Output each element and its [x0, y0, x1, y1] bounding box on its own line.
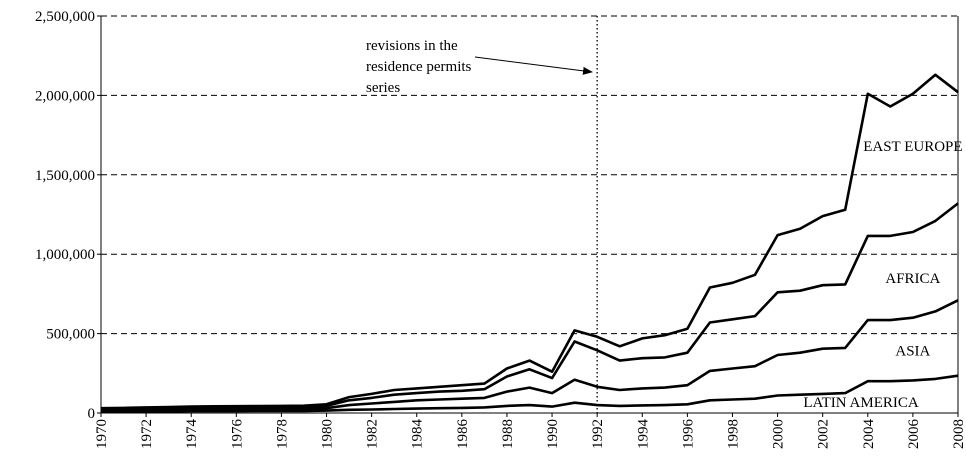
- y-tick-label: 2,500,000: [35, 9, 95, 25]
- annotation-line: series: [366, 80, 400, 96]
- y-tick-label: 1,000,000: [35, 247, 95, 263]
- series-label: AFRICA: [885, 271, 940, 287]
- x-tick-label: 1972: [139, 419, 155, 449]
- x-tick-label: 1970: [94, 419, 110, 449]
- x-tick-label: 1992: [590, 419, 606, 449]
- x-tick-label: 1990: [545, 419, 561, 449]
- x-tick-label: 1996: [680, 419, 696, 450]
- series-line: [101, 374, 959, 413]
- annotation-arrow: [474, 56, 593, 75]
- y-tick-label: 1,500,000: [35, 168, 95, 184]
- x-tick-label: 1998: [725, 419, 741, 449]
- x-tick-label: 1994: [635, 419, 651, 450]
- series-label: EAST EUROPE: [863, 139, 962, 155]
- x-tick-label: 2000: [771, 419, 787, 449]
- x-tick-label: 1984: [410, 419, 426, 450]
- x-tick-label: 1980: [320, 419, 336, 449]
- annotation-line: residence permits: [366, 59, 472, 75]
- annotation-line: revisions in the: [366, 38, 458, 54]
- series-label: ASIA: [895, 344, 930, 360]
- y-tick-label: 500,000: [46, 327, 95, 343]
- x-tick-label: 2004: [861, 419, 877, 450]
- x-tick-label: 2006: [906, 419, 922, 450]
- x-tick-label: 1988: [500, 419, 516, 449]
- series-line: [100, 299, 959, 412]
- x-tick-label: 1982: [365, 419, 381, 449]
- x-tick-label: 2008: [951, 419, 966, 449]
- series-line: [100, 202, 959, 411]
- x-tick-label: 1986: [455, 419, 471, 450]
- series-label: LATIN AMERICA: [803, 395, 919, 411]
- y-tick-label: 2,000,000: [35, 88, 95, 104]
- x-tick-label: 2002: [816, 419, 832, 449]
- x-tick-label: 1976: [229, 419, 245, 450]
- series-line: [100, 73, 959, 410]
- x-tick-label: 1974: [184, 419, 200, 450]
- y-tick-label: 0: [88, 406, 96, 422]
- x-tick-label: 1978: [274, 419, 290, 449]
